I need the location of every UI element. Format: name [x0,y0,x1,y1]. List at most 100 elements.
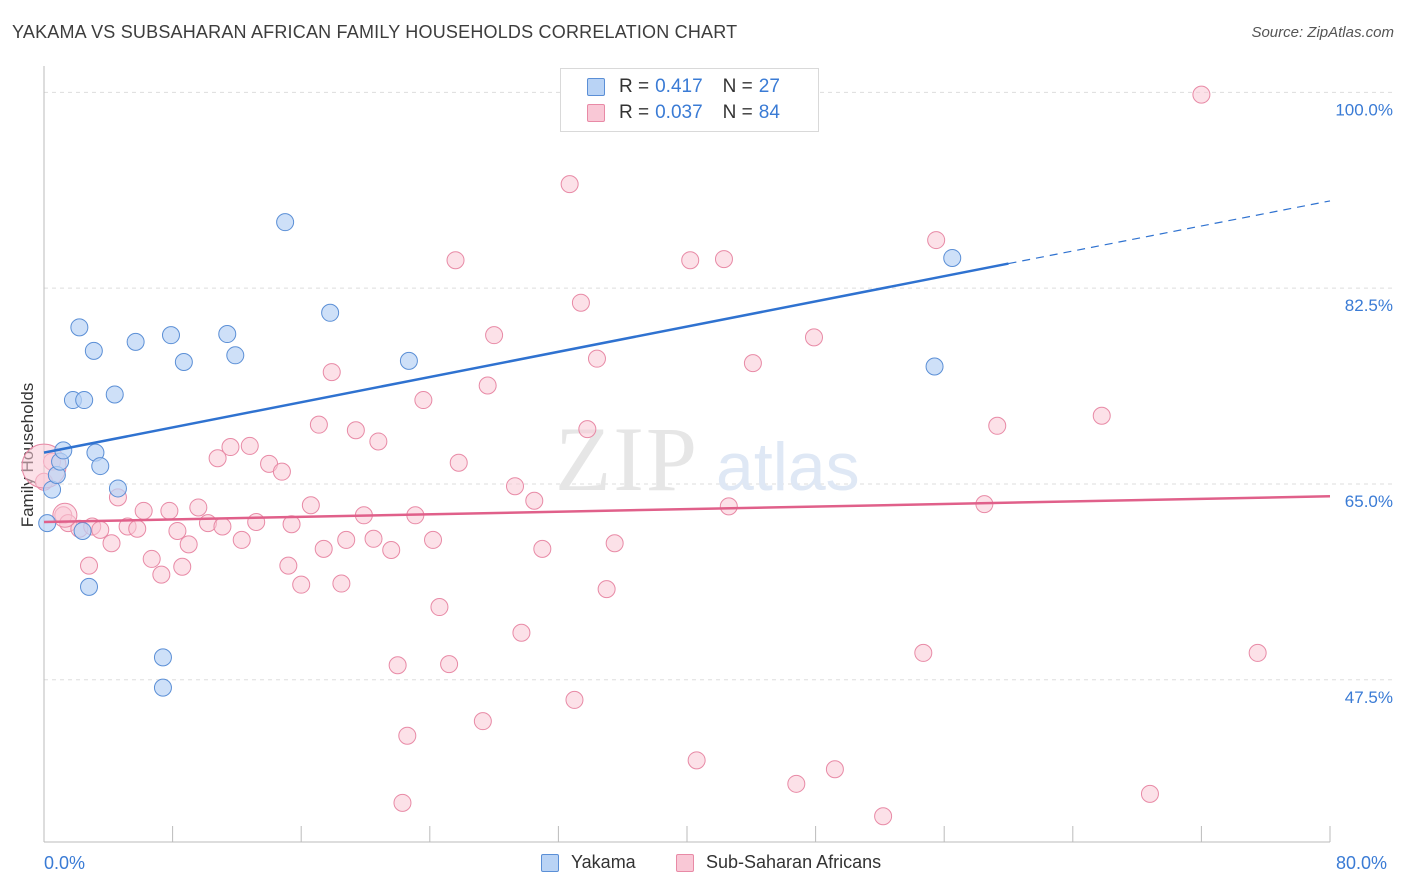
ssa-point [221,438,240,457]
ssa-point [240,436,259,455]
y-tick-label: 65.0% [1345,492,1393,511]
ssa-point [424,530,443,549]
ssa-point [152,565,171,584]
ssa-point [449,453,468,472]
ssa-point [414,391,433,410]
n-value: 84 [758,102,780,123]
watermark: ZIP atlas [555,408,860,510]
yakama-point [399,351,418,370]
yakama-point [174,353,193,372]
ssa-point [914,643,933,662]
yakama-point [226,346,245,365]
ssa-point [128,519,147,538]
r-label: R = [619,76,650,97]
yakama-point [73,521,92,540]
ssa-trend-line [43,495,1331,524]
legend-label: Sub-Saharan Africans [706,852,882,872]
ssa-point [232,530,251,549]
y-tick-label: 82.5% [1345,296,1393,315]
ssa-point [80,556,99,575]
ssa-point [213,517,232,536]
ssa-point [525,491,544,510]
ssa-point [1092,406,1111,425]
x-tick-label-max: 80.0% [1336,853,1388,873]
r-value: 0.417 [655,76,703,97]
y-tick-label: 100.0% [1335,100,1393,119]
ssa-point [52,502,78,528]
ssa-point [282,515,301,534]
ssa-point [505,477,524,496]
ssa-point [478,376,497,395]
legend-row-yakama: R = 0.417 N = 27 [587,75,780,99]
y-tick-label: 47.5% [1345,688,1393,707]
ssa-point [440,655,459,674]
yakama-point [105,385,124,404]
yakama-point [276,213,295,232]
yakama-point [126,332,145,351]
r-label: R = [619,102,650,123]
legend-label: Yakama [571,852,636,872]
ssa-point [1192,85,1211,104]
trend-lines [43,200,1331,524]
yakama-point [153,648,172,667]
ssa-point [571,293,590,312]
ssa-point [322,363,341,382]
ssa-point [578,420,597,439]
yakama-point [321,303,340,322]
ssa-point [382,540,401,559]
ssa-point [430,598,449,617]
ssa-point [874,807,893,826]
legend-stats: R = 0.417 N = 27 R = 0.037 N = 84 [560,68,819,132]
r-value: 0.037 [655,102,703,123]
legend-swatch-yakama [587,78,605,96]
n-value: 27 [758,76,780,97]
ssa-point [292,575,311,594]
ssa-point [605,534,624,553]
ssa-point [337,530,356,549]
ssa-point [388,656,407,675]
gridlines [44,91,1392,681]
ssa-point [587,349,606,368]
yakama-point [218,325,237,344]
ssa-point [743,354,762,373]
ssa-point [825,760,844,779]
ssa-point [988,416,1007,435]
ssa-point [247,513,266,532]
watermark-zip: ZIP [555,408,699,510]
ssa-point [173,557,192,576]
ssa-point [681,251,700,270]
yakama-point [70,318,89,337]
watermark-atlas: atlas [716,429,860,505]
yakama-point [943,248,962,267]
ssa-point [369,432,388,451]
ssa-point [179,535,198,554]
ssa-point [687,751,706,770]
legend-series: Yakama Sub-Saharan Africans [0,852,1406,876]
yakama-trend-extension [1008,200,1331,265]
legend-swatch-ssa [587,104,605,122]
ssa-point [168,521,187,540]
ssa-point [398,726,417,745]
legend-item-yakama[interactable]: Yakama [541,852,636,873]
ssa-point [393,793,412,812]
ssa-point [1248,643,1267,662]
ssa-point [714,250,733,269]
yakama-point [925,357,944,376]
ssa-point [102,534,121,553]
ssa-point [473,712,492,731]
source-label: Source: ZipAtlas.com [1251,24,1394,41]
ssa-point [364,529,383,548]
x-tick-label-min: 0.0% [44,853,86,873]
ssa-point [301,496,320,515]
legend-swatch-ssa [676,853,694,872]
ssa-point [208,449,227,468]
chart-title: YAKAMA VS SUBSAHARAN AFRICAN FAMILY HOUS… [12,22,738,42]
ssa-point [446,251,465,270]
series-yakama-points [38,213,962,697]
legend-row-ssa: R = 0.037 N = 84 [587,101,780,125]
yakama-point [161,326,180,345]
ssa-point [134,501,153,520]
legend-item-ssa[interactable]: Sub-Saharan Africans [676,852,881,873]
ssa-point [272,462,291,481]
